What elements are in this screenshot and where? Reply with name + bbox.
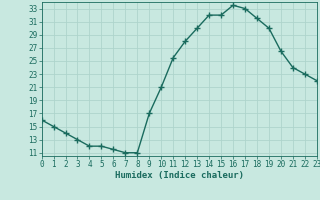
X-axis label: Humidex (Indice chaleur): Humidex (Indice chaleur) bbox=[115, 171, 244, 180]
